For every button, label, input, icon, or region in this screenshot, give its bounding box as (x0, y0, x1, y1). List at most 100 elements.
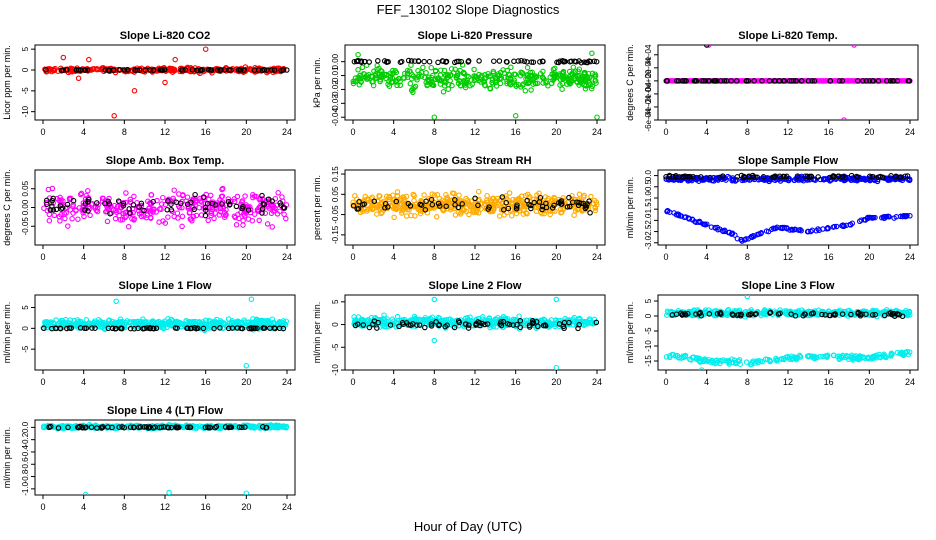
data-point (433, 214, 440, 220)
data-point (220, 185, 226, 192)
data-point (866, 173, 873, 180)
data-point (698, 367, 705, 370)
data-point (351, 58, 358, 65)
data-point (440, 318, 447, 324)
data-point (452, 197, 458, 203)
x-tick-label: 4 (391, 252, 396, 262)
data-point (161, 66, 168, 73)
data-point (422, 324, 428, 331)
data-point (113, 209, 120, 216)
data-point (147, 200, 153, 206)
data-point (423, 70, 429, 76)
data-point (513, 205, 520, 212)
data-point (436, 321, 443, 328)
data-point (131, 320, 138, 326)
data-point (407, 80, 414, 87)
data-point (810, 310, 816, 317)
data-point (875, 78, 882, 84)
data-point (743, 78, 750, 84)
data-point (111, 113, 117, 119)
data-point (394, 82, 400, 89)
y-tick-label: 0.05 (21, 180, 30, 196)
data-point (202, 207, 209, 214)
points-group (350, 50, 600, 120)
data-point (492, 198, 498, 205)
x-tick-label: 12 (470, 252, 480, 262)
data-point (148, 215, 154, 221)
data-point (521, 207, 527, 213)
data-point (869, 214, 875, 221)
data-point (127, 199, 134, 205)
data-point (871, 353, 878, 359)
data-point (120, 210, 127, 217)
data-point (575, 325, 581, 332)
data-point (239, 325, 246, 332)
data-point (167, 67, 174, 74)
data-point (240, 222, 246, 228)
y-axis-label: ml/min per min. (312, 302, 322, 364)
data-point (859, 176, 865, 182)
data-point (264, 221, 271, 227)
data-point (860, 78, 866, 84)
data-point (842, 311, 848, 318)
data-point (493, 75, 500, 82)
data-point (593, 319, 600, 326)
data-point (447, 206, 454, 213)
data-point (271, 208, 278, 214)
data-point (482, 321, 488, 328)
data-point (822, 353, 829, 359)
data-point (853, 173, 860, 180)
data-point (584, 201, 590, 207)
chart-panel: Slope Gas Stream RH0 4 8 12 16 20 24-0.15-0.05… (312, 155, 606, 262)
data-point (113, 298, 119, 305)
data-point (43, 67, 49, 73)
data-point (130, 209, 136, 216)
data-point (408, 322, 414, 328)
data-point (855, 309, 862, 316)
data-point (732, 232, 738, 238)
data-point (584, 73, 591, 80)
data-point (212, 210, 218, 216)
data-point (193, 212, 200, 219)
data-point (889, 351, 895, 357)
x-tick-label: 0 (40, 127, 45, 137)
data-point (470, 204, 477, 210)
data-point (704, 221, 710, 227)
data-point (190, 318, 197, 325)
data-point (387, 322, 394, 328)
data-point (226, 202, 233, 208)
y-tick-label: -15 (644, 355, 653, 367)
data-point (516, 313, 522, 319)
x-tick-label: 20 (241, 127, 251, 137)
y-tick-label: -0.02 (331, 80, 340, 99)
data-point (465, 325, 472, 331)
data-point (234, 68, 241, 74)
data-point (443, 203, 449, 210)
x-tick-label: 24 (282, 252, 292, 262)
data-point (463, 79, 470, 85)
data-point (582, 205, 589, 212)
data-point (440, 58, 446, 64)
data-point (370, 321, 376, 327)
data-point (514, 321, 520, 328)
x-tick-label: 8 (122, 502, 127, 512)
x-tick-label: 12 (160, 377, 170, 387)
y-tick-label: 0.0 (21, 421, 30, 433)
data-point (508, 212, 515, 219)
data-point (904, 173, 911, 179)
data-point (70, 197, 77, 204)
data-point (672, 174, 679, 180)
data-point (393, 198, 400, 205)
data-point (499, 194, 506, 200)
y-tick-label: -0.05 (331, 205, 340, 224)
data-point (863, 78, 870, 84)
points-group (351, 296, 600, 370)
data-point (353, 58, 360, 65)
data-point (479, 72, 485, 79)
data-point (226, 67, 232, 73)
data-point (68, 325, 74, 331)
x-tick-label: 16 (511, 377, 521, 387)
data-point (422, 315, 429, 321)
data-point (442, 323, 448, 330)
data-point (245, 207, 252, 213)
